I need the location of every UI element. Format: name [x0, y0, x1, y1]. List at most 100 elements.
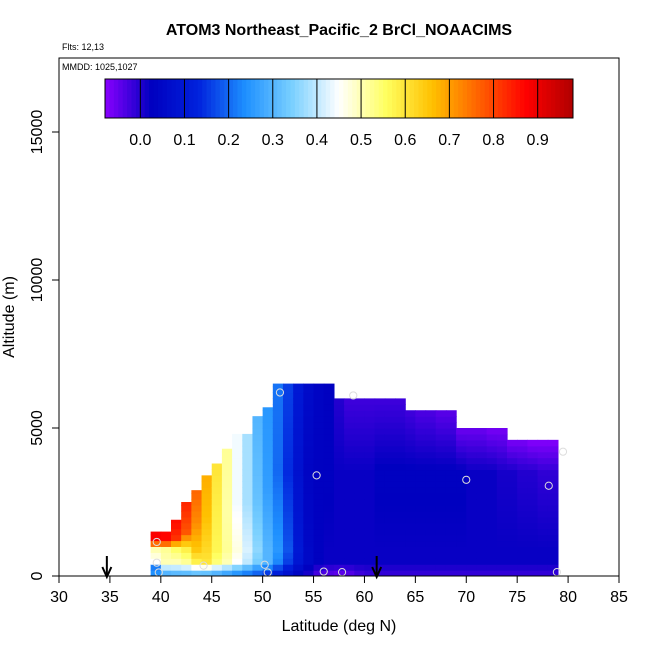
heatmap-cell — [435, 570, 447, 576]
heatmap-cell — [252, 428, 264, 435]
heatmap-cell — [344, 504, 355, 512]
heatmap-cell — [313, 558, 325, 565]
heatmap-cell — [232, 516, 243, 524]
colorbar-segment — [537, 79, 543, 118]
heatmap-cell — [435, 499, 447, 506]
heatmap-cell — [313, 552, 325, 559]
heatmap-cell — [547, 457, 559, 465]
heatmap-cell — [405, 570, 416, 576]
heatmap-cell — [507, 487, 518, 494]
heatmap-cell — [486, 463, 498, 471]
heatmap-cell — [496, 510, 508, 518]
x-axis-ticks: 30 35 40 45 50 55 60 65 70 75 80 85 — [50, 576, 628, 606]
heatmap-cell — [344, 451, 355, 459]
heatmap-cell — [252, 481, 264, 488]
heatmap-cell — [313, 433, 325, 441]
heatmap-cell — [272, 428, 284, 435]
heatmap-cell — [364, 439, 376, 447]
heatmap-cell — [466, 534, 478, 542]
heatmap-cell — [232, 469, 243, 476]
x-tick-label: 35 — [101, 589, 119, 606]
heatmap-cell — [476, 528, 488, 536]
colorbar-segment — [471, 79, 477, 118]
heatmap-cell — [313, 570, 325, 576]
heatmap-cell — [405, 445, 416, 453]
heatmap-cell — [181, 534, 192, 542]
heatmap-cell — [313, 404, 325, 411]
heatmap-cell — [303, 383, 315, 388]
colorbar-segment — [453, 79, 459, 118]
heatmap-cell — [313, 386, 325, 394]
heatmap-cell — [201, 522, 213, 530]
heatmap-cell — [354, 546, 366, 553]
x-tick-label: 50 — [254, 589, 272, 606]
heatmap-cell — [374, 463, 386, 471]
heatmap-cell — [344, 493, 355, 500]
heatmap-cell — [303, 428, 315, 435]
heatmap-cell — [507, 528, 518, 536]
heatmap-cell — [435, 487, 447, 494]
heatmap-cell — [232, 546, 243, 553]
heatmap-cell — [354, 487, 366, 494]
heatmap-cell — [191, 493, 203, 500]
heatmap-cell — [211, 481, 223, 488]
heatmap-cell — [283, 540, 294, 547]
heatmap-cell — [262, 422, 274, 429]
heatmap-cell — [507, 570, 518, 576]
heatmap-cell — [293, 410, 304, 417]
heatmap-cell — [344, 552, 355, 559]
heatmap-cell — [272, 516, 284, 524]
heatmap-cell — [232, 522, 243, 530]
heatmap-cell — [384, 499, 396, 506]
heatmap-cell — [232, 487, 243, 494]
heatmap-cell — [323, 504, 335, 512]
heatmap-cell — [252, 522, 264, 530]
heatmap-cell — [476, 445, 488, 453]
heatmap-cell — [221, 481, 233, 488]
heatmap-cell — [171, 522, 182, 530]
heatmap-cell — [323, 383, 335, 388]
heatmap-cell — [476, 564, 488, 571]
heatmap-cell — [374, 570, 386, 576]
heatmap-cell — [211, 469, 223, 476]
colorbar-segment — [228, 79, 234, 118]
heatmap-cell — [303, 422, 315, 429]
heatmap-cell — [181, 570, 192, 576]
heatmap-cell — [445, 416, 457, 423]
heatmap-cell — [374, 428, 386, 435]
heatmap-cell — [191, 528, 203, 536]
heatmap-cell — [517, 469, 528, 476]
heatmap-cell — [415, 481, 427, 488]
heatmap-cell — [252, 445, 264, 453]
colorbar-segment — [180, 79, 185, 118]
heatmap-cell — [456, 439, 467, 447]
heatmap-cell — [262, 416, 274, 423]
heatmap-cell — [191, 540, 203, 547]
heatmap-cell — [415, 428, 427, 435]
heatmap-cell — [537, 510, 549, 518]
heatmap-cell — [242, 528, 254, 536]
heatmap-cell — [181, 546, 192, 553]
heatmap-cell — [547, 504, 559, 512]
heatmap-cell — [496, 522, 508, 530]
heatmap-cell — [486, 528, 498, 536]
observation-point — [152, 558, 161, 567]
heatmap-cell — [303, 570, 315, 576]
heatmap-cell — [527, 516, 539, 524]
heatmap-cell — [252, 416, 264, 423]
heatmap-cell — [171, 540, 182, 547]
heatmap-cell — [272, 451, 284, 459]
colorbar-segment — [374, 79, 380, 118]
heatmap-cell — [507, 451, 518, 459]
heatmap-cell — [201, 499, 213, 506]
x-tick-label: 40 — [152, 589, 170, 606]
heatmap-cell — [354, 404, 366, 411]
heatmap-cell — [517, 475, 528, 482]
heatmap-cell — [405, 552, 416, 559]
heatmap-cell — [211, 534, 223, 542]
heatmap-cell — [507, 564, 518, 571]
heatmap-cell — [405, 558, 416, 565]
heatmap-cell — [507, 552, 518, 559]
heatmap-cell — [201, 528, 213, 536]
heatmap-cell — [425, 510, 437, 518]
